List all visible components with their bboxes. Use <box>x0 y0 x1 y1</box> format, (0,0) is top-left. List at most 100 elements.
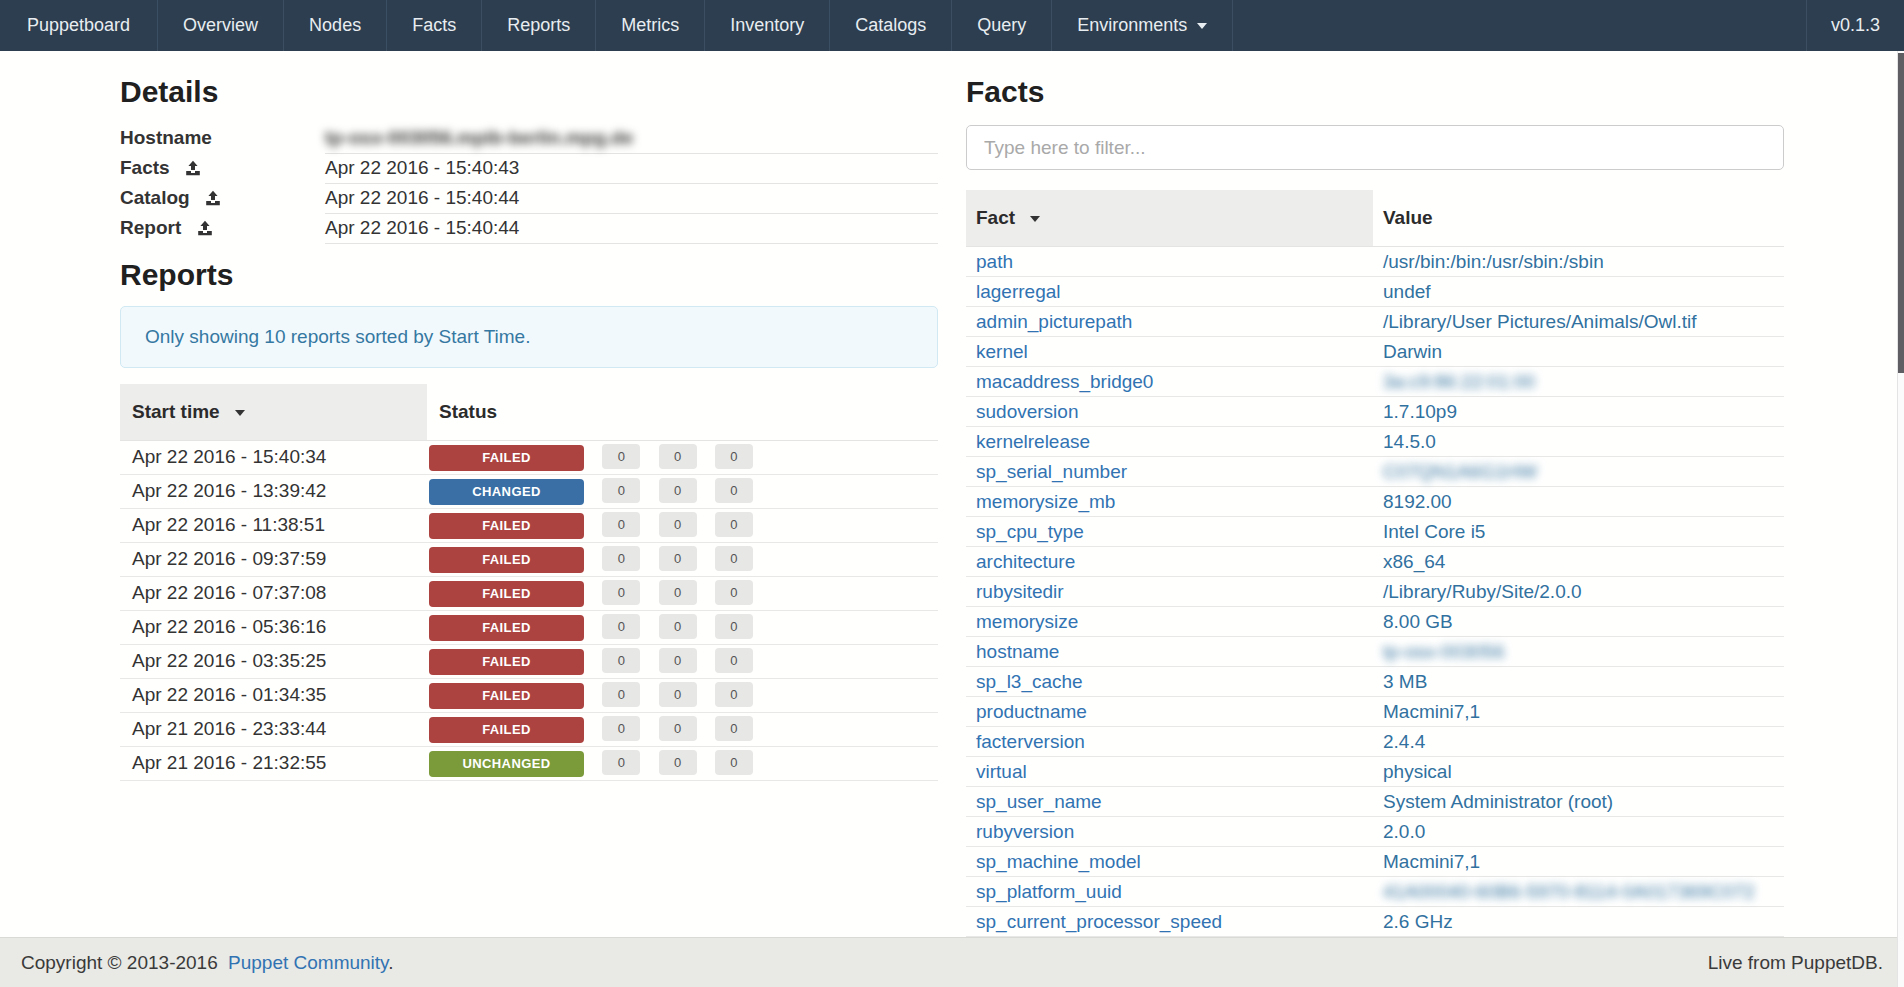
report-row: Apr 22 2016 - 01:34:35 FAILED 0 0 0 <box>120 678 938 712</box>
fact-row: virtual physical <box>966 757 1784 787</box>
nav-item-label: Environments <box>1077 15 1187 36</box>
fact-name-link[interactable]: sp_cpu_type <box>976 521 1084 542</box>
report-count-badge: 0 <box>659 614 697 639</box>
fact-value: System Administrator (root) <box>1383 791 1613 812</box>
fact-name-link[interactable]: kernel <box>976 341 1028 362</box>
fact-value: 41A00040-60B6-5970-8114-0A017369C072 <box>1383 881 1755 902</box>
report-count-badge: 0 <box>602 444 640 469</box>
fact-name-link[interactable]: sp_platform_uuid <box>976 881 1122 902</box>
report-status-badge[interactable]: UNCHANGED <box>429 751 584 777</box>
nav-item[interactable]: Metrics <box>596 0 705 51</box>
report-start-time: Apr 22 2016 - 03:35:25 <box>120 644 427 678</box>
facts-sort-header-fact[interactable]: Fact <box>966 190 1373 247</box>
fact-name-link[interactable]: rubysitedir <box>976 581 1064 602</box>
fact-name-link[interactable]: sp_l3_cache <box>976 671 1083 692</box>
fact-name-link[interactable]: sudoversion <box>976 401 1078 422</box>
report-status-badge[interactable]: FAILED <box>429 581 584 607</box>
footer-copyright: Copyright © 2013-2016 Puppet Community. <box>21 952 393 974</box>
reports-sort-header-start-time[interactable]: Start time <box>120 384 427 441</box>
fact-value: Macmini7,1 <box>1383 701 1480 722</box>
nav-item[interactable]: Inventory <box>705 0 830 51</box>
fact-value: /Library/Ruby/Site/2.0.0 <box>1383 581 1582 602</box>
report-status-badge[interactable]: FAILED <box>429 615 584 641</box>
report-start-time: Apr 21 2016 - 23:33:44 <box>120 712 427 746</box>
report-status-badge[interactable]: FAILED <box>429 513 584 539</box>
scrollbar-thumb[interactable] <box>1898 53 1904 373</box>
nav-item[interactable]: Nodes <box>284 0 387 51</box>
fact-row: sudoversion 1.7.10p9 <box>966 397 1784 427</box>
report-status-badge[interactable]: FAILED <box>429 683 584 709</box>
report-status-badge[interactable]: FAILED <box>429 445 584 471</box>
fact-row: path /usr/bin:/bin:/usr/sbin:/sbin <box>966 247 1784 277</box>
nav-item[interactable]: Reports <box>482 0 596 51</box>
fact-name-link[interactable]: sp_user_name <box>976 791 1102 812</box>
fact-name-link[interactable]: sp_machine_model <box>976 851 1141 872</box>
report-count-badge: 0 <box>659 478 697 503</box>
report-status-badge[interactable]: FAILED <box>429 649 584 675</box>
scrollbar-track[interactable] <box>1897 51 1904 987</box>
fact-name-link[interactable]: macaddress_bridge0 <box>976 371 1153 392</box>
fact-name-link[interactable]: productname <box>976 701 1087 722</box>
footer: Copyright © 2013-2016 Puppet Community. … <box>0 937 1904 987</box>
fact-row: hostname tp-osx-003056 <box>966 637 1784 667</box>
report-status-badge[interactable]: FAILED <box>429 717 584 743</box>
details-row-label: Report <box>120 217 181 238</box>
report-row: Apr 22 2016 - 11:38:51 FAILED 0 0 0 <box>120 508 938 542</box>
nav-item-label: Metrics <box>621 15 679 36</box>
fact-name-link[interactable]: facterversion <box>976 731 1085 752</box>
fact-value: 3a:c9:86:22:01:00 <box>1383 371 1535 392</box>
report-count-badge: 0 <box>715 750 753 775</box>
fact-value: Intel Core i5 <box>1383 521 1485 542</box>
nav-item-label: Catalogs <box>855 15 926 36</box>
fact-name-link[interactable]: admin_picturepath <box>976 311 1132 332</box>
report-count-badge: 0 <box>659 444 697 469</box>
fact-row: memorysize_mb 8192.00 <box>966 487 1784 517</box>
sort-caret-down-icon <box>1030 216 1040 222</box>
fact-row: sp_machine_model Macmini7,1 <box>966 847 1784 877</box>
fact-row: memorysize 8.00 GB <box>966 607 1784 637</box>
fact-row: sp_l3_cache 3 MB <box>966 667 1784 697</box>
footer-period: . <box>388 952 393 973</box>
fact-value: 8192.00 <box>1383 491 1452 512</box>
fact-row: kernel Darwin <box>966 337 1784 367</box>
report-start-time: Apr 22 2016 - 13:39:42 <box>120 474 427 508</box>
facts-table-header-row: Fact Value <box>966 190 1784 247</box>
report-start-time: Apr 22 2016 - 15:40:34 <box>120 440 427 474</box>
fact-name-link[interactable]: kernelrelease <box>976 431 1090 452</box>
fact-name-link[interactable]: hostname <box>976 641 1059 662</box>
report-status-badge[interactable]: FAILED <box>429 547 584 573</box>
facts-header-value[interactable]: Value <box>1373 190 1784 247</box>
upload-icon <box>205 187 221 209</box>
details-row-label: Hostname <box>120 127 212 148</box>
fact-name-link[interactable]: memorysize_mb <box>976 491 1115 512</box>
fact-name-link[interactable]: lagerregal <box>976 281 1061 302</box>
report-count-badge: 0 <box>715 444 753 469</box>
nav-item[interactable]: Catalogs <box>830 0 952 51</box>
report-count-badge: 0 <box>602 716 640 741</box>
fact-name-link[interactable]: path <box>976 251 1013 272</box>
report-start-time: Apr 22 2016 - 05:36:16 <box>120 610 427 644</box>
fact-name-link[interactable]: sp_serial_number <box>976 461 1127 482</box>
fact-name-link[interactable]: sp_current_processor_speed <box>976 911 1222 932</box>
facts-filter-input[interactable] <box>966 125 1784 170</box>
fact-row: sp_cpu_type Intel Core i5 <box>966 517 1784 547</box>
report-count-badge: 0 <box>602 478 640 503</box>
puppet-community-link[interactable]: Puppet Community <box>228 952 388 973</box>
nav-item[interactable]: Overview <box>158 0 284 51</box>
nav-item-environments-dropdown[interactable]: Environments <box>1052 0 1233 51</box>
fact-name-link[interactable]: rubyversion <box>976 821 1074 842</box>
reports-header-status[interactable]: Status <box>427 384 938 441</box>
report-status-badge[interactable]: CHANGED <box>429 479 584 505</box>
details-row: Catalog Apr 22 2016 - 15:40:44 <box>120 183 938 213</box>
facts-column: Facts Fact Value path <box>966 75 1784 937</box>
report-count-badge: 0 <box>715 546 753 571</box>
fact-name-link[interactable]: virtual <box>976 761 1027 782</box>
fact-value: tp-osx-003056 <box>1383 641 1504 662</box>
nav-item[interactable]: Query <box>952 0 1052 51</box>
details-row-value: tp-osx-003056.mpib-berlin.mpg.de <box>325 127 633 148</box>
nav-item[interactable]: Facts <box>387 0 482 51</box>
facts-table: Fact Value path /usr/bin:/bin:/usr/sbin:… <box>966 190 1784 937</box>
fact-name-link[interactable]: architecture <box>976 551 1075 572</box>
nav-brand-puppetboard[interactable]: Puppetboard <box>0 0 158 51</box>
fact-name-link[interactable]: memorysize <box>976 611 1078 632</box>
